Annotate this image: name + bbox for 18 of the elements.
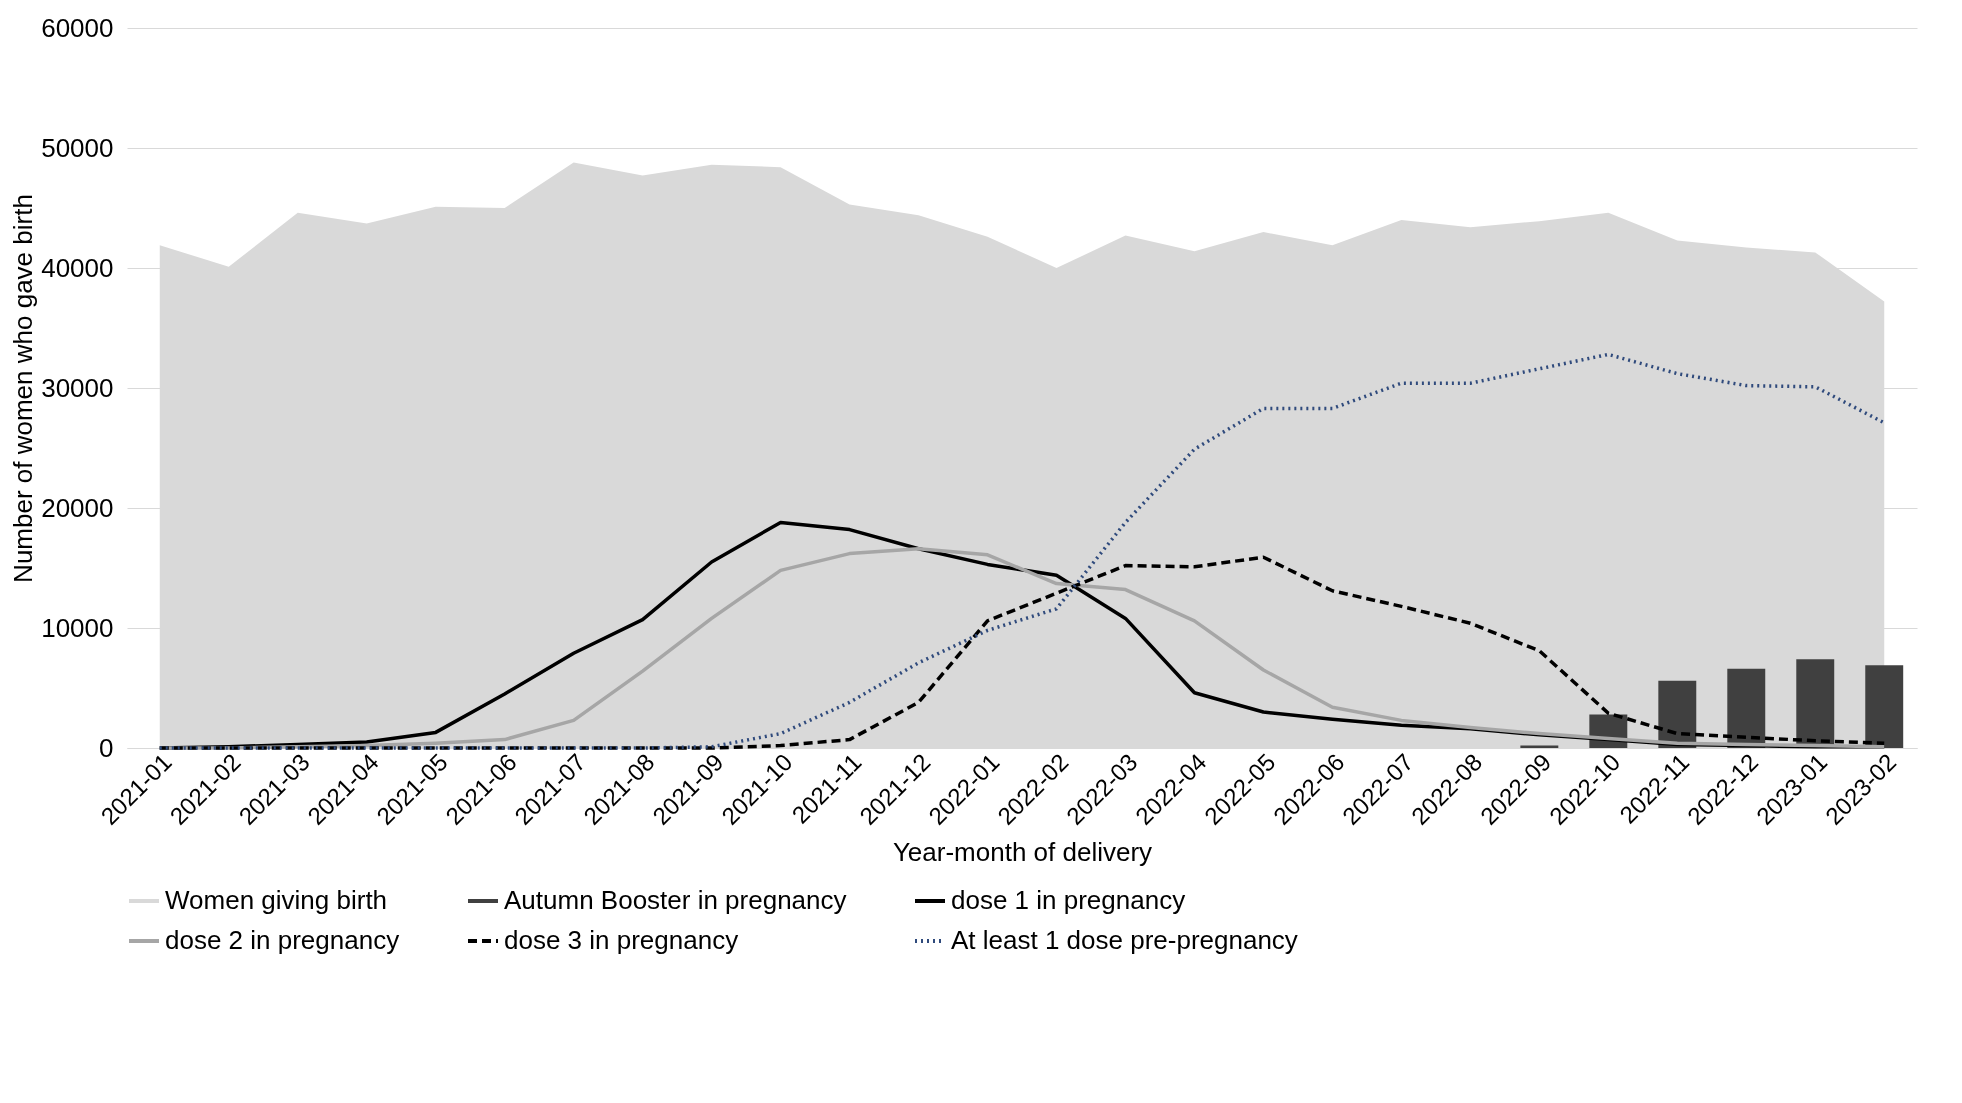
y-tick-label: 60000: [41, 12, 114, 43]
y-tick-label: 40000: [41, 252, 114, 283]
y-axis-title: Number of women who gave birth: [8, 194, 39, 583]
bar: [1727, 668, 1766, 748]
legend-label: At least 1 dose pre-pregnancy: [951, 925, 1298, 955]
y-tick-label: 30000: [41, 372, 114, 403]
y-tick-label: 10000: [41, 612, 114, 643]
legend-label: Women giving birth: [165, 885, 388, 915]
x-axis-title: Year-month of delivery: [892, 836, 1153, 867]
y-tick-label: 50000: [41, 132, 114, 163]
legend-label: dose 1 in pregnancy: [951, 885, 1186, 915]
legend-label: dose 3 in pregnancy: [504, 925, 739, 955]
legend-label: dose 2 in pregnancy: [165, 925, 400, 955]
line-series: [158, 352, 1886, 750]
legend-label: Autumn Booster in pregnancy: [504, 885, 847, 915]
bar: [1865, 665, 1904, 748]
y-tick-label: 0: [99, 732, 114, 763]
y-tick-label: 20000: [41, 492, 114, 523]
